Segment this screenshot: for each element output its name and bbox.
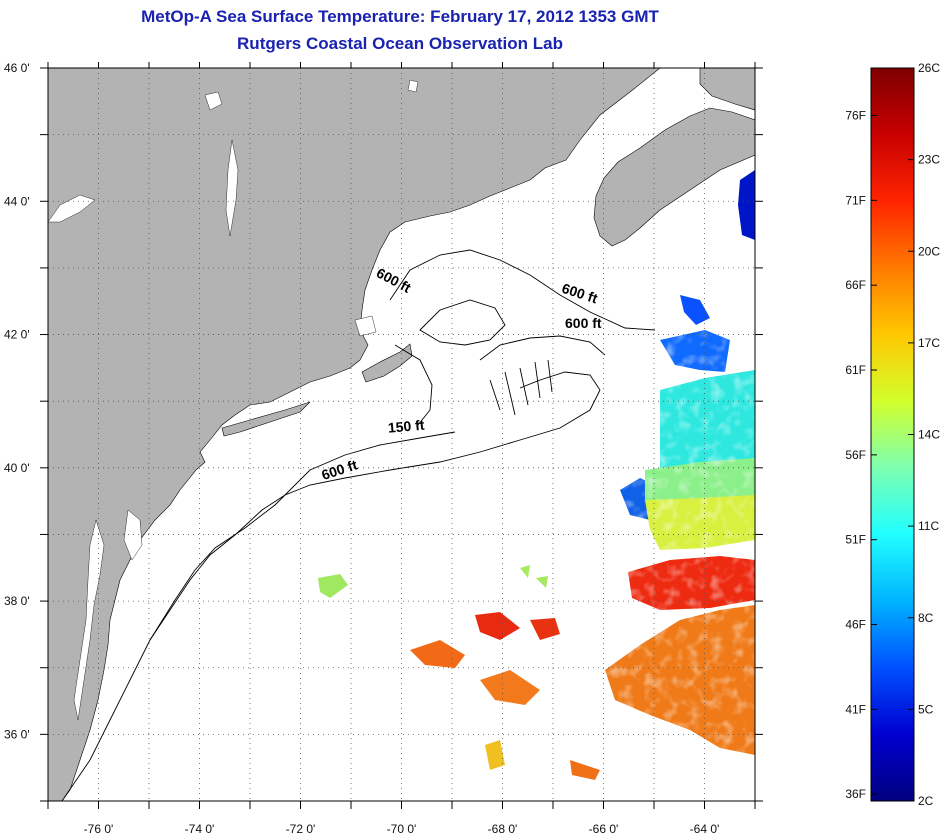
x-tick-label: -68 0': [488, 822, 518, 836]
contour-label: 150 ft: [387, 417, 425, 436]
colorbar-label-fahrenheit: 36F: [845, 787, 866, 801]
colorbar-label-fahrenheit: 46F: [845, 618, 866, 632]
colorbar-label-fahrenheit: 76F: [845, 109, 866, 123]
sst-data-layer: [318, 170, 755, 780]
map-grid: [48, 68, 755, 801]
inland-water-layer: [48, 79, 419, 721]
sst-patch-red-2: [475, 612, 520, 640]
x-tick-label: -66 0': [589, 822, 619, 836]
sst-patch-green-4: [536, 576, 548, 588]
x-tick-label: -76 0': [84, 822, 114, 836]
lake-ontario-edge: [48, 194, 96, 223]
lake-champlain: [225, 139, 239, 237]
y-tick-label: 42 0': [4, 328, 30, 342]
sst-patch-green-3: [520, 565, 530, 578]
sst-patch-orange-3: [570, 760, 600, 780]
lake-1: [204, 91, 223, 111]
sst-patch-orange-1: [410, 640, 465, 668]
contour-600ft-shelf: [61, 371, 601, 801]
sst-patch-orange-2: [480, 670, 540, 705]
bathymetry-contours: [61, 249, 656, 801]
colorbar-label-celsius: 20C: [918, 244, 940, 258]
colorbar-label-fahrenheit: 66F: [845, 278, 866, 292]
colorbar-label-fahrenheit: 61F: [845, 363, 866, 377]
y-tick-label: 38 0': [4, 594, 30, 608]
colorbar-label-celsius: 14C: [918, 428, 940, 442]
contour-600ft-georges: [479, 335, 606, 361]
colorbar-label-fahrenheit: 41F: [845, 702, 866, 716]
colorbar-label-celsius: 5C: [918, 702, 934, 716]
contour-cape-cod: [394, 344, 433, 426]
colorbar-label-fahrenheit: 71F: [845, 193, 866, 207]
x-tick-label: -72 0': [286, 822, 316, 836]
sst-patch-red-3: [530, 618, 560, 640]
colorbar-label-fahrenheit: 56F: [845, 448, 866, 462]
contour-georges-ridges: [489, 359, 553, 416]
chesapeake-bay: [73, 519, 105, 721]
y-tick-label: 36 0': [4, 727, 30, 741]
colorbar-label-celsius: 23C: [918, 153, 940, 167]
y-tick-label: 40 0': [4, 461, 30, 475]
sst-cloud-speckle: [600, 330, 755, 760]
sst-patch-yellow-1: [485, 740, 505, 770]
sst-patch-green-2: [318, 574, 348, 598]
land-mainland: [48, 68, 661, 801]
colorbar: 26C 23C 20C 17C 14C 11C 8C 5C 2C 76F 71F 66F 61F 56F 5…: [845, 61, 940, 808]
lake-3: [354, 315, 377, 337]
colorbar-label-fahrenheit: 51F: [845, 533, 866, 547]
colorbar-label-celsius: 17C: [918, 336, 940, 350]
lake-2: [407, 79, 419, 93]
x-tick-label: -70 0': [387, 822, 417, 836]
colorbar-gradient: [870, 67, 915, 802]
land-cape-cod: [361, 343, 413, 383]
x-tick-label: -64 0': [690, 822, 720, 836]
sst-patch-cold-north: [738, 170, 755, 240]
map-axes: -76 0' -74 0' -72 0' -70 0' -68 0' -66 0' -64 …: [4, 61, 763, 836]
contour-label: 600 ft: [565, 315, 602, 331]
land-long-island: [221, 401, 311, 437]
colorbar-label-celsius: 8C: [918, 611, 934, 625]
contour-150ft: [149, 431, 456, 641]
sst-patch-blue-1: [680, 295, 710, 325]
land-layer: [48, 68, 755, 801]
colorbar-labels: 26C 23C 20C 17C 14C 11C 8C 5C 2C 76F 71F 66F 61F 56F 5…: [845, 61, 940, 808]
delaware-bay: [123, 509, 143, 561]
colorbar-label-celsius: 26C: [918, 61, 940, 75]
land-nova-scotia: [593, 107, 755, 247]
map-subtitle: Rutgers Coastal Ocean Observation Lab: [237, 34, 563, 53]
contour-600ft-gulf-maine: [389, 249, 656, 331]
contour-gulf-inner: [419, 299, 506, 346]
colorbar-label-celsius: 2C: [918, 794, 934, 808]
y-tick-label: 46 0': [4, 61, 30, 75]
map-title: MetOp-A Sea Surface Temperature: Februar…: [141, 7, 659, 26]
y-tick-label: 44 0': [4, 194, 30, 208]
colorbar-label-celsius: 11C: [918, 519, 939, 533]
x-tick-label: -74 0': [185, 822, 215, 836]
land-cape-breton: [699, 68, 755, 111]
